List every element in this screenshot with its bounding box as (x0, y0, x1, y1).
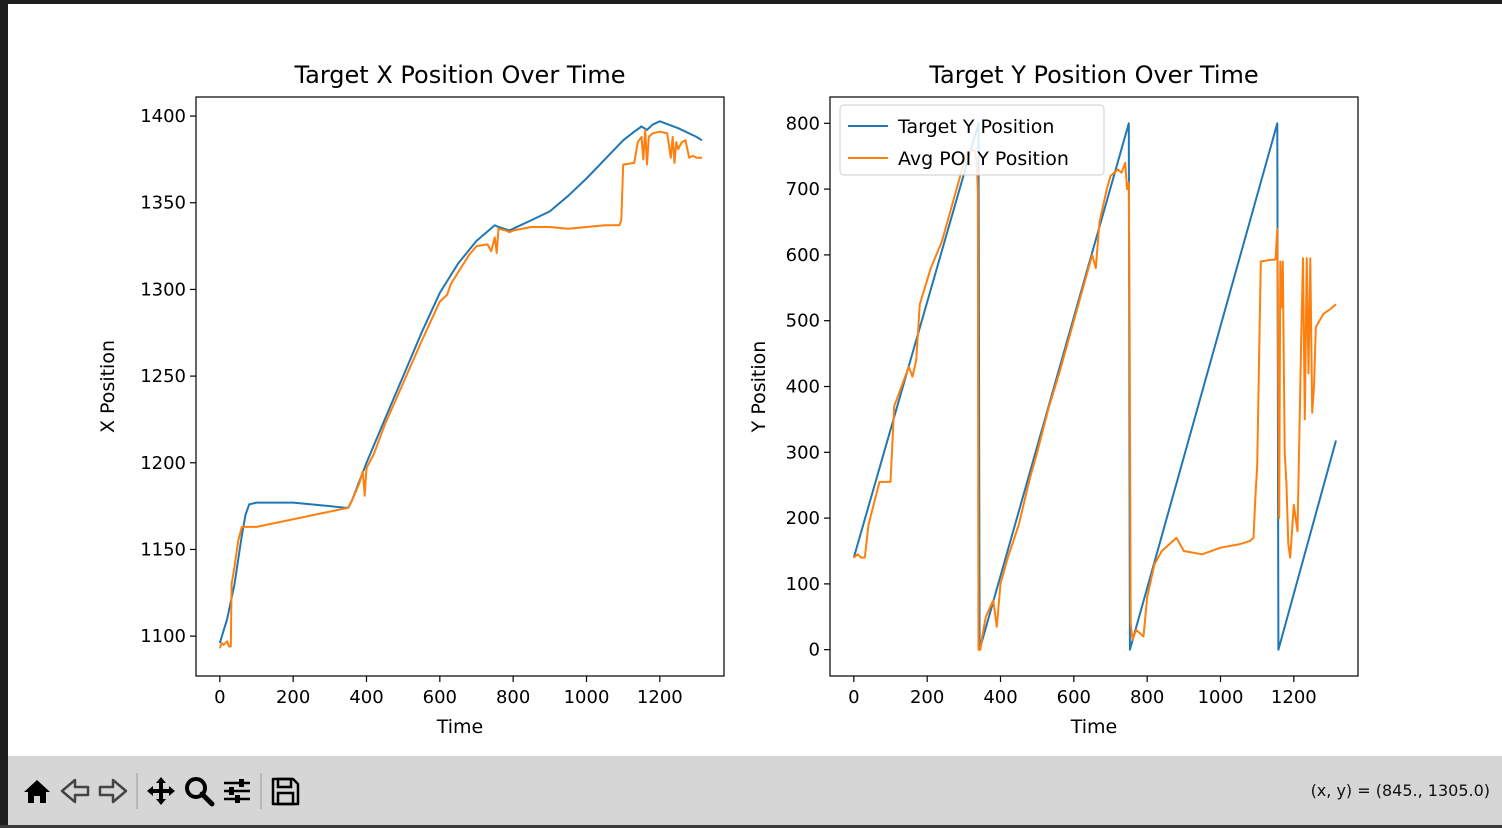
zoom-button[interactable] (180, 771, 218, 811)
y-tick-label: 1400 (140, 106, 186, 127)
chart-title: Target Y Position Over Time (928, 61, 1258, 89)
x-tick-label: 200 (910, 687, 944, 708)
forward-button[interactable] (94, 771, 132, 811)
series-line-2 (218, 128, 702, 649)
x-tick-label: 600 (1057, 687, 1091, 708)
x-tick-label: 400 (983, 687, 1017, 708)
series-line-1 (218, 120, 703, 644)
chart-2: 0 200 400 600 800 1000 1200 0 100 200 300 400 500 600… (748, 61, 1359, 738)
chart-title: Target X Position Over Time (293, 61, 625, 89)
x-tick-label: 1200 (1271, 687, 1317, 708)
navigation-toolbar: (x, y) = (845., 1305.0) (8, 756, 1502, 825)
toolbar-separator (136, 772, 138, 809)
x-axis-label: Time (436, 716, 484, 738)
forward-arrow-icon (98, 778, 128, 803)
y-axis-label: X Position (97, 340, 119, 433)
x-tick-label: 1000 (1198, 687, 1244, 708)
y-tick-label: 800 (786, 113, 820, 134)
axes-frame (195, 96, 725, 677)
cursor-coordinates: (x, y) = (845., 1305.0) (1310, 781, 1490, 800)
y-tick-label: 300 (786, 442, 820, 463)
x-tick-label: 800 (1130, 687, 1164, 708)
y-tick-label: 400 (786, 377, 820, 398)
pan-button[interactable] (142, 771, 180, 811)
y-tick-label: 1200 (140, 453, 186, 474)
legend: Target Y Position Avg POI Y Position (839, 104, 1105, 176)
x-tick-label: 0 (848, 687, 859, 708)
back-button[interactable] (56, 771, 94, 811)
legend-label-1: Target Y Position (897, 116, 1054, 138)
x-tick-label: 400 (349, 687, 383, 708)
y-tick-label: 700 (786, 179, 820, 200)
configure-subplots-icon (224, 778, 250, 803)
y-tick-label: 1250 (140, 366, 186, 387)
y-tick-label: 100 (786, 574, 820, 595)
back-arrow-icon (60, 778, 90, 803)
x-tick-label: 200 (276, 687, 310, 708)
y-tick-label: 600 (786, 245, 820, 266)
charts-svg: 0 200 400 600 800 1000 12001100115012001250130… (97, 61, 1359, 738)
x-tick-label: 0 (214, 687, 225, 708)
y-tick-label: 1350 (140, 193, 186, 214)
toolbar-separator (260, 772, 262, 809)
y-tick-label: 500 (786, 311, 820, 332)
configure-subplots-button[interactable] (218, 771, 256, 811)
y-tick-label: 1150 (140, 539, 186, 560)
series-line-1 (852, 122, 1337, 651)
x-axis-label: Time (1070, 716, 1118, 738)
y-tick-label: 0 (809, 640, 820, 661)
legend-box (839, 104, 1105, 176)
x-tick-label: 1200 (637, 687, 683, 708)
y-tick-label: 1100 (140, 626, 186, 647)
x-tick-label: 1000 (564, 687, 610, 708)
figure-canvas: 0 200 400 600 800 1000 1200 1100 1150 1200 1250 130… (8, 4, 1502, 756)
home-button[interactable] (18, 771, 56, 811)
chart-1: 0 200 400 600 800 1000 1200 1100 1150 1200 1250 130… (97, 61, 725, 738)
legend-label-2: Avg POI Y Position (898, 148, 1069, 170)
y-tick-label: 200 (786, 508, 820, 529)
y-tick-label: 1300 (140, 279, 186, 300)
zoom-magnifier-icon (185, 776, 215, 806)
home-icon (24, 779, 50, 803)
save-button[interactable] (266, 771, 304, 811)
y-axis-label: Y Position (748, 341, 770, 434)
series-line-2 (853, 148, 1337, 651)
window-bottom-edge (0, 825, 1502, 828)
x-tick-label: 600 (423, 687, 457, 708)
save-floppy-icon (271, 777, 300, 805)
pan-move-icon (147, 776, 175, 805)
x-tick-label: 800 (496, 687, 530, 708)
